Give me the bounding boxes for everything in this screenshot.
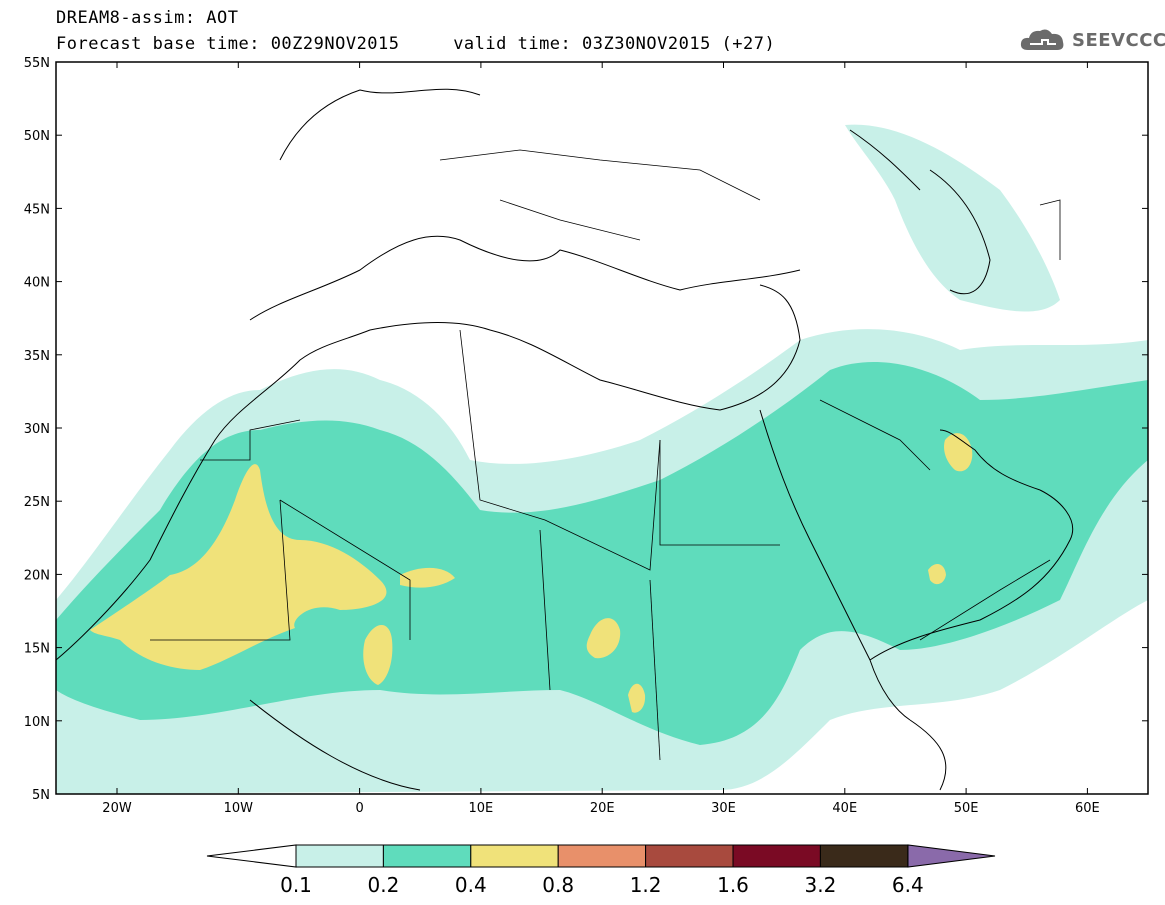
lat-label: 45N (24, 202, 50, 217)
cloud-icon (1020, 29, 1064, 50)
colorbar-label: 3.2 (804, 873, 836, 897)
aot-band-04-lake-chad (363, 625, 393, 685)
lon-label: 30E (711, 801, 736, 816)
lat-label: 40N (24, 276, 50, 291)
colorbar-label: 6.4 (892, 873, 924, 897)
aot-band-04-arabia (928, 563, 946, 585)
colorbar-segment (557, 844, 647, 868)
lon-label: 40E (832, 801, 857, 816)
colorbar-low-arrow (206, 844, 297, 868)
colorbar-label: 0.1 (280, 873, 312, 897)
lat-label: 15N (24, 642, 50, 657)
aot-band-02 (56, 361, 1148, 745)
lon-label: 0 (355, 801, 363, 816)
lat-label: 25N (24, 495, 50, 510)
lon-label: 10W (224, 801, 254, 816)
aot-band-04-west (90, 464, 387, 670)
lon-ticks: 20W 10W 0 10E 20E 30E 40E 50E 60E (102, 62, 1100, 816)
seevccc-logo: SEEVCCC (1018, 26, 1165, 54)
lon-label: 60E (1075, 801, 1100, 816)
lon-label: 50E (954, 801, 979, 816)
colorbar-label: 0.8 (542, 873, 574, 897)
lat-label: 5N (32, 788, 50, 803)
lat-ticks: 55N 50N 45N 40N 35N 30N 25N 20N 15N 10N 5N (24, 56, 1148, 803)
colorbar-label: 1.6 (717, 873, 749, 897)
lat-label: 20N (24, 568, 50, 583)
forecast-times: Forecast base time: 00Z29NOV2015 valid t… (56, 34, 776, 54)
lon-label: 20E (590, 801, 615, 816)
colorbar-label: 0.2 (367, 873, 399, 897)
colorbar-segment (295, 844, 384, 868)
lon-label: 10E (469, 801, 494, 816)
colorbar-segment (645, 844, 734, 868)
lat-label: 10N (24, 715, 50, 730)
lat-label: 35N (24, 349, 50, 364)
aot-field (56, 62, 1148, 794)
colorbar-segment (470, 844, 559, 868)
coastlines (56, 88, 1074, 791)
aot-band-04-niger (400, 567, 455, 588)
colorbar-high-arrow (907, 844, 996, 868)
aot-band-caspian (845, 124, 1060, 312)
aot-band-04-darfur (586, 618, 621, 659)
lat-label: 50N (24, 129, 50, 144)
lat-label: 30N (24, 422, 50, 437)
borders (150, 149, 1061, 761)
aot-band-04-south-sudan (628, 683, 646, 713)
colorbar: 0.1 0.2 0.4 0.8 1.2 1.6 3.2 6.4 (206, 844, 996, 897)
colorbar-segment (732, 844, 821, 868)
colorbar-segments (295, 844, 909, 868)
logo-text: SEEVCCC (1072, 29, 1165, 51)
colorbar-label: 1.2 (630, 873, 662, 897)
lat-label: 55N (24, 56, 50, 71)
colorbar-label: 0.4 (455, 873, 487, 897)
colorbar-segment (382, 844, 472, 868)
lon-label: 20W (102, 801, 132, 816)
map-title: DREAM8-assim: AOT (56, 8, 239, 28)
colorbar-labels: 0.1 0.2 0.4 0.8 1.2 1.6 3.2 6.4 (280, 873, 924, 897)
colorbar-segment (819, 844, 909, 868)
